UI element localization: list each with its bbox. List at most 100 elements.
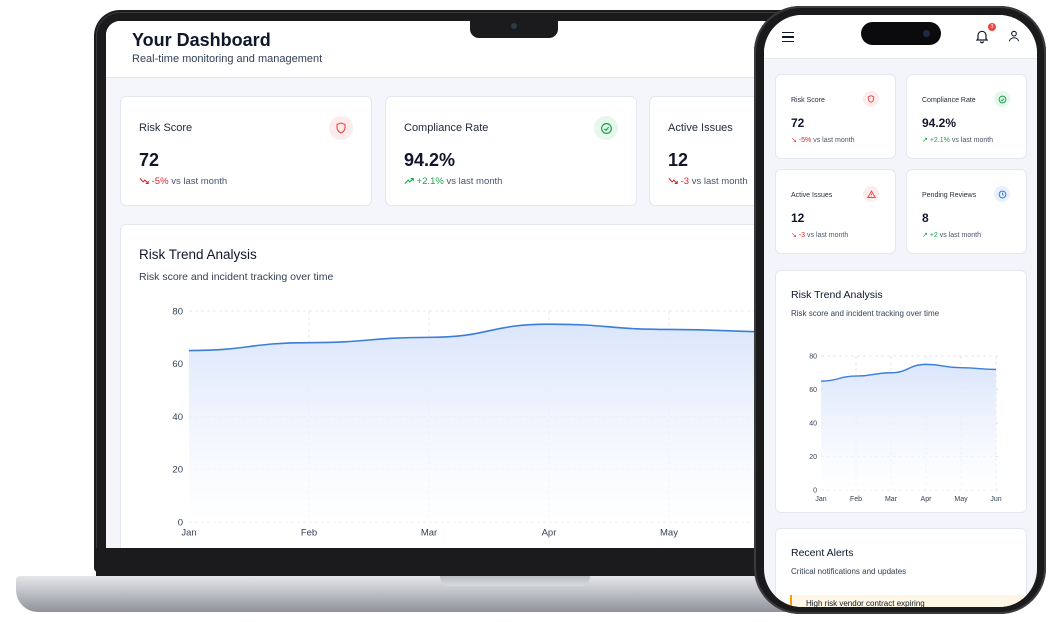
- stat-change-value: +2.1%: [416, 176, 444, 187]
- y-tick-label: 80: [809, 353, 817, 360]
- check-circle-icon: [594, 116, 618, 140]
- laptop-bezel: [96, 548, 812, 578]
- x-tick-label: Apr: [542, 528, 557, 539]
- trend-down-icon: [139, 178, 149, 185]
- x-tick-label: Jan: [815, 496, 826, 503]
- stat-label: Compliance Rate: [404, 122, 489, 134]
- x-tick-label: May: [954, 496, 968, 503]
- y-tick-label: 20: [172, 465, 183, 476]
- stat-change: +2.1% vs last month: [404, 176, 502, 187]
- trend-down-icon: [668, 178, 678, 185]
- stat-change-suffix: vs last month: [446, 176, 503, 187]
- stat-card-risk-score[interactable]: Risk Score 72 -5% vs last month: [120, 96, 372, 206]
- stat-change-value: -5%: [151, 176, 169, 187]
- stat-change-suffix: vs last month: [939, 232, 982, 239]
- series-line: [188, 323, 790, 352]
- check-circle-icon: [994, 91, 1010, 107]
- laptop-screen: Your Dashboard Real-time monitoring and …: [106, 21, 806, 548]
- stat-change: ↘ -3 vs last month: [791, 231, 848, 239]
- y-tick-label: 60: [172, 359, 183, 370]
- bell-icon[interactable]: [974, 28, 990, 44]
- series-area: [189, 324, 789, 522]
- page-subtitle: Real-time monitoring and management: [132, 53, 323, 65]
- user-icon[interactable]: [1007, 29, 1021, 43]
- phone-screen: 3 Risk Score 72 ↘ -5% vs last month Comp…: [764, 15, 1037, 607]
- stat-label: Risk Score: [139, 122, 193, 134]
- dynamic-island: [861, 22, 941, 45]
- trend-up-icon: [404, 178, 414, 185]
- y-tick-label: 0: [178, 517, 183, 528]
- stat-change-suffix: vs last month: [171, 176, 228, 187]
- stat-label: Risk Score: [791, 97, 825, 104]
- trend-down-icon: ↘: [791, 137, 797, 144]
- y-tick-label: 40: [172, 412, 183, 423]
- x-tick-label: Apr: [921, 496, 933, 503]
- stat-change-value: +2.1%: [929, 137, 950, 144]
- stat-label: Active Issues: [668, 122, 733, 134]
- stat-change-value: -3: [680, 176, 690, 187]
- y-tick-label: 80: [172, 306, 183, 317]
- menu-icon[interactable]: [782, 32, 794, 42]
- shield-icon: [863, 91, 879, 107]
- stat-change: -3 vs last month: [668, 176, 748, 187]
- stat-change-suffix: vs last month: [951, 137, 994, 144]
- warning-icon: [863, 186, 879, 202]
- stat-value: 8: [922, 211, 929, 225]
- stat-change: ↘ -5% vs last month: [791, 136, 854, 144]
- stat-value: 94.2%: [922, 116, 957, 130]
- y-tick-label: 0: [813, 487, 817, 494]
- chart-subtitle: Risk score and incident tracking over ti…: [139, 271, 334, 283]
- stat-change: ↗ +2 vs last month: [922, 231, 981, 239]
- x-tick-label: Feb: [301, 528, 317, 539]
- stat-value: 72: [139, 150, 160, 170]
- x-tick-label: Mar: [421, 528, 437, 539]
- stat-change-suffix: vs last month: [807, 232, 849, 239]
- alert-item[interactable]: High risk vendor contract expiring: [790, 595, 1026, 607]
- stat-change: -5% vs last month: [139, 176, 227, 187]
- chart-title: Risk Trend Analysis: [791, 289, 883, 301]
- dashboard-header: Your Dashboard Real-time monitoring and …: [106, 21, 806, 78]
- stat-change: ↗ +2.1% vs last month: [922, 136, 993, 144]
- risk-trend-chart-card: Risk Trend Analysis Risk score and incid…: [775, 270, 1027, 513]
- y-tick-label: 60: [809, 387, 817, 394]
- risk-trend-chart: 0 20 40 60 80 Jan Feb Mar Apr May Jun: [809, 353, 1002, 503]
- stat-card-compliance-rate[interactable]: Compliance Rate 94.2% +2.1% vs last mont…: [385, 96, 637, 206]
- stat-change-value: +2: [929, 232, 938, 239]
- stat-change-value: -5%: [798, 137, 812, 144]
- x-tick-label: Feb: [850, 496, 862, 503]
- stat-change-suffix: vs last month: [691, 176, 748, 187]
- stat-change-suffix: vs last month: [813, 137, 855, 144]
- stat-change-value: -3: [798, 232, 806, 239]
- notification-badge: 3: [988, 23, 996, 31]
- x-tick-label: May: [660, 528, 678, 539]
- stat-value: 94.2%: [404, 150, 456, 170]
- shield-icon: [329, 116, 353, 140]
- stat-card-active-issues[interactable]: Active Issues 12 ↘ -3 vs last month: [775, 169, 896, 254]
- y-tick-label: 20: [809, 454, 817, 461]
- x-tick-label: Jan: [181, 528, 196, 539]
- y-tick-label: 40: [809, 420, 817, 427]
- stat-card-pending-reviews[interactable]: Pending Reviews 8 ↗ +2 vs last month: [906, 169, 1027, 254]
- series-line: [820, 363, 997, 382]
- x-tick-label: Mar: [885, 496, 898, 503]
- trend-up-icon: ↗: [922, 232, 928, 239]
- page-title: Your Dashboard: [132, 30, 271, 50]
- stat-value: 12: [791, 211, 805, 225]
- chart-title: Risk Trend Analysis: [139, 247, 257, 262]
- alerts-subtitle: Critical notifications and updates: [791, 567, 907, 576]
- stat-card-compliance-rate[interactable]: Compliance Rate 94.2% ↗ +2.1% vs last mo…: [906, 74, 1027, 159]
- alerts-title: Recent Alerts: [791, 547, 854, 559]
- stat-card-risk-score[interactable]: Risk Score 72 ↘ -5% vs last month: [775, 74, 896, 159]
- x-tick-label: Jun: [990, 496, 1001, 503]
- stat-label: Compliance Rate: [922, 97, 976, 104]
- laptop-base-notch: [440, 576, 590, 586]
- recent-alerts-card: Recent Alerts Critical notifications and…: [775, 528, 1027, 607]
- clock-icon: [994, 186, 1010, 202]
- stat-label: Active Issues: [791, 192, 833, 199]
- stat-value: 72: [791, 116, 805, 130]
- laptop-notch: [470, 19, 558, 38]
- series-area: [821, 364, 996, 490]
- trend-up-icon: ↗: [922, 137, 928, 144]
- stat-value: 12: [668, 150, 689, 170]
